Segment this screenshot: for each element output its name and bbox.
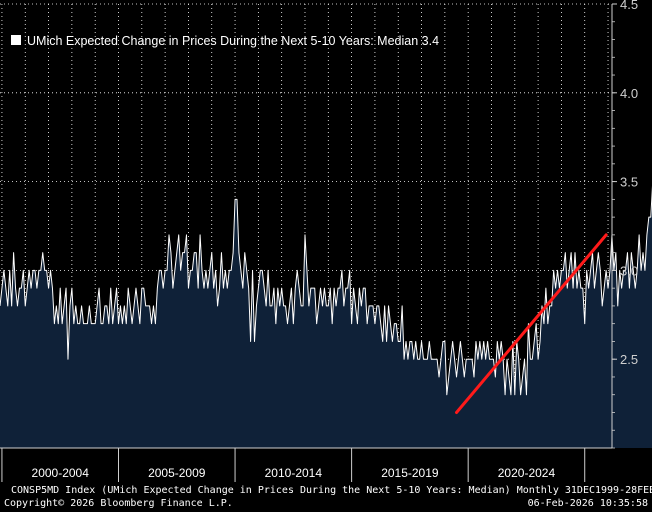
- y-tick-label: 3.0: [620, 263, 638, 278]
- y-tick-label: 3.5: [620, 175, 638, 190]
- x-tick-label: 2005-2009: [148, 466, 206, 480]
- y-tick-label: 4.0: [620, 86, 638, 101]
- footer-timestamp: 06-Feb-2026 10:35:58: [527, 498, 648, 509]
- x-tick-label: 2000-2004: [32, 466, 90, 480]
- axes: 2.5 3.0 3.5 4.0 4.5 2000-2004 2005-2009 2010-20…: [0, 0, 638, 482]
- footer-description: CONSP5MD Index (UMich Expected Change in…: [11, 485, 652, 496]
- y-tick-label: 4.5: [620, 0, 638, 12]
- y-tick-label: 2.5: [620, 352, 638, 367]
- legend-swatch: [11, 35, 21, 45]
- series-area: [0, 194, 652, 448]
- x-tick-label: 2015-2019: [381, 466, 439, 480]
- trend-line: [455, 233, 608, 414]
- x-tick-label: 2010-2014: [265, 466, 323, 480]
- legend: UMich Expected Change in Prices During t…: [11, 34, 439, 48]
- series-line: [0, 185, 652, 396]
- footer-copyright: Copyright© 2026 Bloomberg Finance L.P.: [4, 498, 233, 509]
- legend-label: UMich Expected Change in Prices During t…: [27, 34, 439, 48]
- x-tick-label: 2020-2024: [498, 466, 556, 480]
